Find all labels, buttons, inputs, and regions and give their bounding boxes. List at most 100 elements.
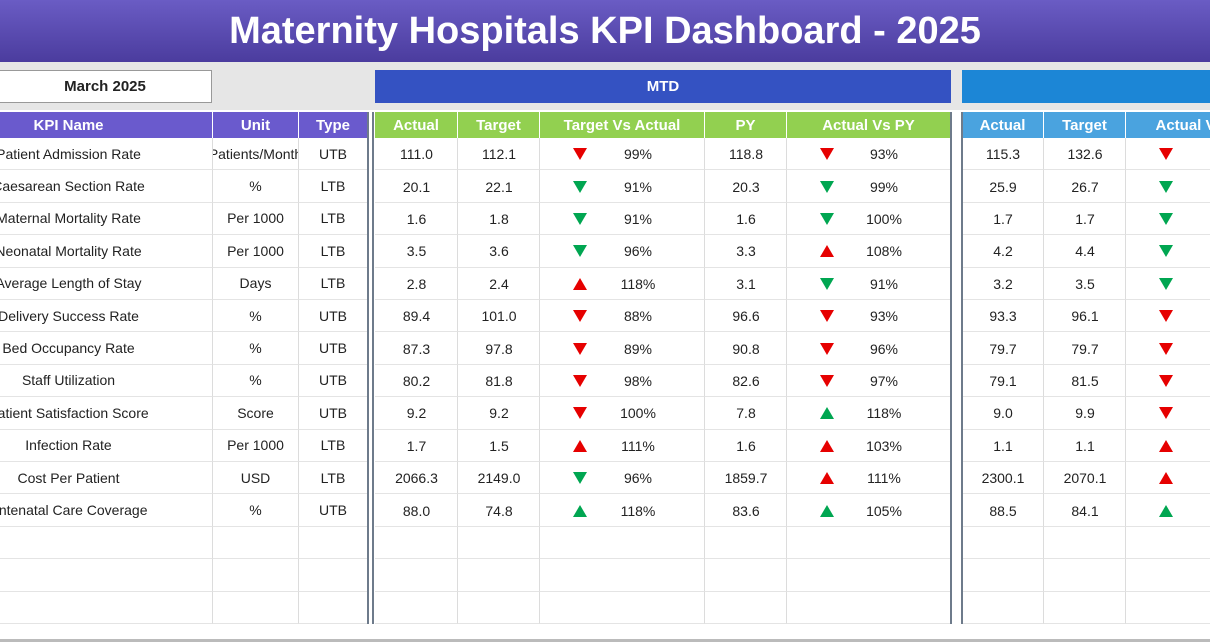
table-cell: % — [213, 364, 299, 398]
table-cell — [540, 332, 705, 365]
arrow-shape — [820, 439, 834, 452]
mtd-actual-vs-py: 99% — [869, 178, 899, 195]
mtd-py: 118.8 — [729, 146, 763, 163]
arrow-shape — [573, 277, 587, 290]
status-arrow — [573, 148, 587, 161]
table-cell — [705, 429, 787, 462]
panel-border — [961, 112, 963, 624]
table-cell — [962, 397, 1044, 430]
table-cell: UTB — [299, 332, 368, 365]
table-cell — [1044, 494, 1126, 527]
status-arrow — [820, 310, 834, 323]
status-arrow — [573, 504, 587, 517]
status-arrow — [573, 407, 587, 420]
table-cell: UTB — [299, 364, 368, 398]
table-cell — [1044, 526, 1126, 560]
table-cell — [1044, 559, 1126, 592]
column-header: KPI Name — [0, 112, 213, 138]
table-cell: Per 1000 — [213, 202, 299, 236]
table-cell — [1044, 364, 1126, 398]
status-arrow — [1159, 245, 1173, 258]
table-cell: Cost Per Patient — [0, 462, 213, 495]
table-cell — [962, 170, 1044, 203]
status-arrow — [1159, 472, 1173, 485]
table-cell — [540, 397, 705, 430]
status-arrow — [573, 310, 587, 323]
ytd-actual: 4.2 — [993, 243, 1013, 260]
mtd-target-vs-actual: 91% — [623, 210, 653, 227]
mtd-py: 1.6 — [736, 210, 756, 227]
mtd-actual-vs-py: 96% — [869, 340, 899, 357]
status-arrow — [1159, 180, 1173, 193]
status-arrow — [820, 245, 834, 258]
table-cell — [375, 138, 458, 171]
column-header: Actual — [962, 112, 1044, 138]
arrow-shape — [820, 180, 834, 193]
mtd-target-vs-actual: 96% — [623, 470, 653, 487]
arrow-shape — [820, 472, 834, 485]
table-cell: Patient Admission Rate — [0, 138, 213, 171]
arrow-shape — [1159, 245, 1173, 258]
ytd-target: 96.1 — [1071, 308, 1099, 325]
table-cell — [705, 559, 787, 592]
table-cell: Neonatal Mortality Rate — [0, 235, 213, 268]
status-arrow — [820, 342, 834, 355]
ytd-actual: 9.0 — [993, 405, 1013, 422]
table-cell — [213, 526, 299, 560]
table-cell — [458, 364, 540, 398]
mtd-target-vs-actual: 118% — [620, 502, 656, 519]
table-cell — [540, 591, 705, 624]
table-cell — [458, 591, 540, 624]
mtd-target-vs-actual: 118% — [620, 275, 656, 292]
ytd-target: 2070.1 — [1063, 470, 1107, 487]
table-cell: % — [213, 300, 299, 333]
arrow-shape — [1159, 277, 1173, 290]
table-cell — [375, 202, 458, 236]
column-header: Target Vs Actual — [540, 112, 705, 138]
ytd-target: 3.5 — [1075, 275, 1095, 292]
table-cell — [0, 591, 213, 624]
table-cell — [540, 235, 705, 268]
arrow-shape — [573, 472, 587, 485]
mtd-target-vs-actual: 100% — [620, 405, 656, 422]
table-cell — [705, 170, 787, 203]
ytd-actual: 88.5 — [989, 502, 1017, 519]
table-cell — [375, 494, 458, 527]
bottom-border — [0, 639, 1210, 642]
mtd-target: 97.8 — [485, 340, 513, 357]
table-cell — [375, 429, 458, 462]
table-cell — [1044, 170, 1126, 203]
dashboard-title: Maternity Hospitals KPI Dashboard - 2025 — [0, 0, 1210, 62]
table-cell — [213, 591, 299, 624]
mtd-target-vs-actual: 89% — [623, 340, 653, 357]
table-cell — [540, 170, 705, 203]
table-cell — [962, 591, 1044, 624]
table-cell — [705, 332, 787, 365]
table-cell: Per 1000 — [213, 235, 299, 268]
table-cell — [1126, 592, 1210, 624]
mtd-actual: 88.0 — [402, 502, 431, 519]
ytd-actual: 79.7 — [989, 340, 1017, 357]
column-header: Actual — [375, 112, 458, 138]
month-selector[interactable]: March 2025 — [0, 70, 212, 103]
table-cell — [299, 559, 368, 592]
table-cell — [787, 559, 951, 592]
column-header: Type — [299, 112, 368, 138]
table-cell — [962, 138, 1044, 171]
status-arrow — [573, 213, 587, 225]
mtd-actual: 2.8 — [406, 275, 427, 292]
ytd-actual: 2300.1 — [981, 470, 1025, 487]
table-cell — [540, 364, 705, 398]
mtd-actual: 2066.3 — [395, 470, 438, 487]
table-cell — [0, 559, 213, 592]
ytd-actual: 25.9 — [989, 178, 1017, 195]
status-arrow — [573, 245, 587, 258]
table-cell — [299, 591, 368, 624]
mtd-target-vs-actual: 96% — [623, 243, 653, 260]
table-cell — [1126, 170, 1210, 203]
arrow-shape — [573, 180, 587, 193]
table-cell — [375, 170, 458, 203]
table-cell — [540, 462, 705, 495]
status-arrow — [573, 439, 587, 452]
table-cell — [375, 235, 458, 268]
